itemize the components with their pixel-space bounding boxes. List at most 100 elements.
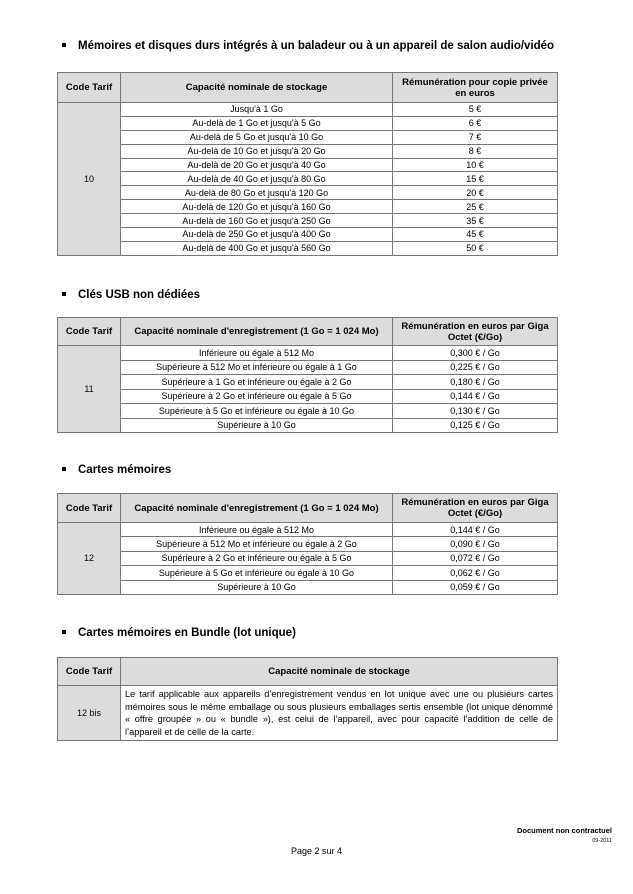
capacity-cell: Supérieure à 2 Go et inférieure ou égale… [120,550,393,567]
table-row: 10 Jusqu'à 1 Go 5 € [57,102,558,256]
code-cell: 12 bis [57,685,121,741]
remuneration-cell: 0,125 € / Go [392,417,558,433]
capacity-cell: Au-delà de 1 Go et jusqu'à 5 Go [120,115,393,131]
table-row: Au-delà de 120 Go et jusqu'à 160 Go 25 € [58,199,558,215]
table-row: Au-delà de 10 Go et jusqu'à 20 Go 8 € [58,143,558,159]
table-row: Supérieure à 512 Mo et inférieure ou éga… [58,359,558,375]
header-cell: Code Tarif [57,317,121,346]
remuneration-cell: 7 € [392,129,558,145]
remuneration-cell: 5 € [392,102,558,117]
remuneration-cell: 0,144 € / Go [392,521,558,538]
section-title: Clés USB non dédiées [78,289,201,301]
section-title: Mémoires et disques durs intégrés à un b… [78,40,555,52]
remuneration-cell: 50 € [392,240,558,256]
remuneration-cell: 45 € [392,227,558,242]
remuneration-cell: 35 € [392,213,558,229]
section-title: Cartes mémoires [78,464,172,476]
remuneration-cell: 0,180 € / Go [392,374,558,390]
remuneration-cell: 0,225 € / Go [392,359,558,375]
section-title: Cartes mémoires en Bundle (lot unique) [78,627,296,639]
bullet-icon [62,291,66,296]
header-code: Code Tarif [57,657,121,686]
capacity-cell: Supérieure à 5 Go et inférieure ou égale… [120,565,393,581]
remuneration-cell: 10 € [392,157,558,173]
bullet-icon [62,42,66,47]
capacity-cell: Supérieure à 1 Go et inférieure ou égale… [120,374,393,390]
header-cell: Code Tarif [57,493,121,523]
capacity-cell: Supérieure à 10 Go [120,579,393,595]
header-cell: Capacité nominale d'enregistrement (1 Go… [120,317,393,346]
header-cell: Capacité nominale d'enregistrement (1 Go… [120,493,393,523]
header-capacity: Capacité nominale de stockage [120,657,558,686]
capacity-cell: Supérieure à 5 Go et inférieure ou égale… [120,403,393,419]
table-row: Au-delà de 250 Go et jusqu'à 400 Go 45 € [58,227,558,242]
code-cell: 12 [57,522,121,595]
capacity-cell: Supérieure à 512 Mo et inférieure ou éga… [120,359,393,375]
disclaimer: Document non contractuel [516,826,612,835]
capacity-cell: Jusqu'à 1 Go [120,102,393,117]
capacity-cell: Au-delà de 10 Go et jusqu'à 20 Go [120,143,393,159]
capacity-cell: Au-delà de 160 Go et jusqu'à 250 Go [120,213,393,229]
header-cell: Rémunération en euros par Giga Octet (€/… [392,317,558,346]
capacity-cell: Au-delà de 250 Go et jusqu'à 400 Go [120,227,393,242]
table-row: Au-delà de 20 Go et jusqu'à 40 Go 10 € [58,157,558,173]
table-row: Au-delà de 40 Go et jusqu'à 80 Go 15 € [58,171,558,187]
table-row: Supérieure à 5 Go et inférieure ou égale… [58,403,558,419]
document-date: 09-2011 [592,838,612,844]
remuneration-cell: 0,144 € / Go [392,388,558,404]
remuneration-cell: 0,090 € / Go [392,536,558,552]
table-row: Supérieure à 2 Go et inférieure ou égale… [58,388,558,404]
section-heading: Mémoires et disques durs intégrés à un b… [62,40,554,52]
table-row: Au-delà de 400 Go et jusqu'à 560 Go 50 € [58,240,558,256]
capacity-cell: Inférieure ou égale à 512 Mo [120,521,393,538]
table-row: Supérieure à 1 Go et inférieure ou égale… [58,374,558,390]
remuneration-cell: 0,062 € / Go [392,565,558,581]
capacity-cell: Supérieure à 10 Go [120,417,393,433]
header-cell: Capacité nominale de stockage [120,72,393,103]
code-cell: 10 [57,102,121,256]
table-row: Supérieure à 5 Go et inférieure ou égale… [58,565,558,581]
capacity-cell: Au-delà de 120 Go et jusqu'à 160 Go [120,199,393,215]
remuneration-cell: 0,072 € / Go [392,550,558,567]
remuneration-cell: 0,300 € / Go [392,345,558,361]
remuneration-cell: 20 € [392,185,558,201]
table-row: 12 Inférieure ou égale à 512 Mo 0,144 € / … [57,521,558,595]
tariff-table-10: Code Tarif Capacité nominale de stockage R… [57,72,558,256]
remuneration-cell: 0,059 € / Go [392,579,558,595]
table-row: 11 Inférieure ou égale à 512 Mo 0,300 € / … [57,345,558,433]
section-heading: Clés USB non dédiées [62,289,200,301]
capacity-cell: Au-delà de 400 Go et jusqu'à 560 Go [120,240,393,256]
remuneration-cell: 6 € [392,115,558,131]
table-row: Supérieure à 512 Mo et inférieure ou éga… [58,536,558,552]
table-row: Supérieure à 2 Go et inférieure ou égale… [58,550,558,567]
capacity-cell: Supérieure à 512 Mo et inférieure ou éga… [120,536,393,552]
header-cell: Code Tarif [57,72,121,103]
capacity-cell: Supérieure à 2 Go et inférieure ou égale… [120,388,393,404]
table-row: Au-delà de 160 Go et jusqu'à 250 Go 35 € [58,213,558,229]
tariff-table-12: Code Tarif Capacité nominale d'enregistre… [57,493,558,595]
capacity-cell: Au-delà de 80 Go et jusqu'à 120 Go [120,185,393,201]
table-row: Supérieure à 10 Go 0,059 € / Go [58,579,558,595]
capacity-cell: Au-delà de 5 Go et jusqu'à 10 Go [120,129,393,145]
table-row: Au-delà de 1 Go et jusqu'à 5 Go 6 € [58,115,558,131]
remuneration-cell: 8 € [392,143,558,159]
capacity-cell: Inférieure ou égale à 512 Mo [120,345,393,361]
table-row: Au-delà de 5 Go et jusqu'à 10 Go 7 € [58,129,558,145]
table-row: Au-delà de 80 Go et jusqu'à 120 Go 20 € [58,185,558,201]
bullet-icon [62,629,66,634]
tariff-table-12bis: Code Tarif Capacité nominale de stockage … [57,657,558,741]
page-number: Page 2 sur 4 [290,846,343,856]
table-row: Supérieure à 10 Go 0,125 € / Go [58,417,558,433]
capacity-cell: Au-delà de 20 Go et jusqu'à 40 Go [120,157,393,173]
remuneration-cell: 25 € [392,199,558,215]
header-cell: Rémunération pour copie privée en euros [392,72,558,103]
remuneration-cell: 0,130 € / Go [392,403,558,419]
capacity-cell: Au-delà de 40 Go et jusqu'à 80 Go [120,171,393,187]
header-cell: Rémunération en euros par Giga Octet (€/… [392,493,558,523]
bullet-icon [62,466,66,471]
remuneration-cell: 15 € [392,171,558,187]
bundle-description: Le tarif applicable aux appareils d’enre… [120,685,558,741]
section-heading: Cartes mémoires en Bundle (lot unique) [62,627,296,639]
section-heading: Cartes mémoires [62,464,171,476]
tariff-table-11: Code Tarif Capacité nominale d'enregistre… [57,317,558,433]
